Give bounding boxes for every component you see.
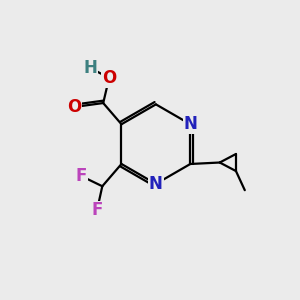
Text: F: F (91, 201, 103, 219)
Text: F: F (75, 167, 87, 185)
Text: H: H (83, 59, 97, 77)
Text: O: O (67, 98, 81, 116)
Text: N: N (183, 115, 197, 133)
Text: O: O (102, 69, 116, 87)
Text: N: N (149, 175, 163, 193)
